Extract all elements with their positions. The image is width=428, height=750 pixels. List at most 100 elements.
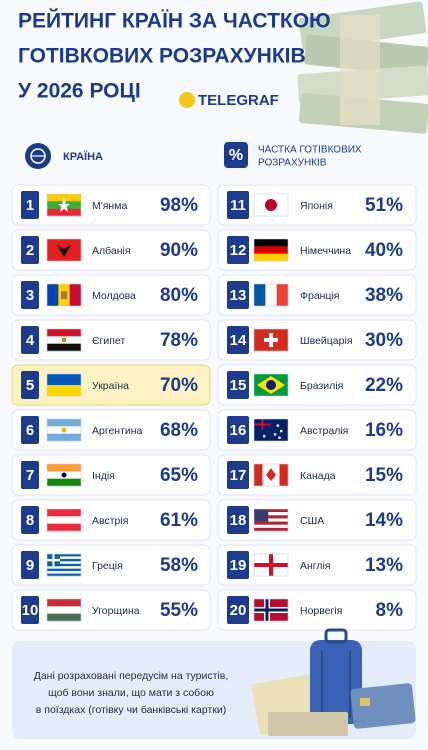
flag-part bbox=[47, 558, 81, 562]
flag-part bbox=[254, 521, 288, 525]
flag-part bbox=[47, 566, 81, 569]
percent-icon-glyph: % bbox=[229, 147, 243, 164]
flag-part bbox=[58, 197, 70, 212]
percent-icon bbox=[224, 142, 248, 168]
country-name: Швейцарія bbox=[300, 335, 353, 347]
rank: 19 bbox=[230, 557, 247, 574]
country-name: Україна bbox=[92, 380, 129, 392]
flag-border bbox=[46, 508, 82, 532]
ranking-row: 19 Англія 13% bbox=[217, 544, 417, 586]
flag-part bbox=[265, 199, 277, 211]
flag-part bbox=[261, 419, 264, 430]
ranking-row: 9 Греція 58% bbox=[11, 544, 211, 586]
rank: 4 bbox=[26, 332, 35, 349]
flag bbox=[47, 599, 81, 622]
rank: 1 bbox=[26, 197, 34, 214]
ranking-row: 13 Франція 38% bbox=[217, 274, 417, 316]
rank: 5 bbox=[26, 377, 34, 394]
flag bbox=[254, 554, 288, 576]
flag-part bbox=[61, 291, 67, 299]
country-name: Франція bbox=[300, 290, 340, 302]
travel-illustration bbox=[251, 628, 416, 736]
flag bbox=[47, 374, 81, 397]
flag-part bbox=[61, 472, 67, 478]
brand: TELEGRAF bbox=[198, 92, 279, 109]
ranking-row: 10 Угорщина 55% bbox=[11, 589, 211, 631]
flag-part bbox=[254, 512, 288, 516]
flag bbox=[47, 329, 81, 352]
flag-part bbox=[254, 246, 288, 254]
flag bbox=[254, 374, 288, 396]
rank-box bbox=[227, 416, 249, 444]
rank: 3 bbox=[26, 287, 34, 304]
country-name: США bbox=[300, 515, 324, 527]
cash-share: 30% bbox=[365, 330, 403, 351]
ranking-rows: 1 М'янма 98%2 Албанія 90%3 Молдова 80%4 Єгипет 7… bbox=[11, 184, 417, 631]
cash-share: 78% bbox=[160, 330, 198, 351]
flag-border bbox=[46, 553, 82, 577]
flag-part bbox=[254, 239, 288, 247]
flag-part bbox=[254, 515, 288, 519]
flag-part bbox=[47, 208, 81, 217]
flag bbox=[47, 464, 81, 487]
country-name: Канада bbox=[300, 470, 336, 482]
cash-share: 55% bbox=[160, 600, 198, 621]
flag-part bbox=[47, 284, 59, 306]
flag bbox=[254, 419, 288, 441]
flag-border bbox=[46, 328, 82, 352]
country-name: Німеччина bbox=[300, 245, 351, 257]
country-name: Єгипет bbox=[92, 335, 125, 347]
ranking-row: 6 Аргентина 68% bbox=[11, 409, 211, 451]
flag-border bbox=[253, 193, 289, 217]
rank: 9 bbox=[26, 557, 34, 574]
flag bbox=[47, 509, 81, 532]
ranking-row: 12 Німеччина 40% bbox=[217, 229, 417, 271]
rank: 14 bbox=[230, 332, 247, 349]
cash-share: 98% bbox=[160, 195, 198, 216]
flag-border bbox=[253, 463, 289, 487]
country-name: Угорщина bbox=[92, 605, 140, 617]
rank: 7 bbox=[26, 467, 34, 484]
rank-box bbox=[21, 236, 39, 264]
title-line: РЕЙТИНГ КРАЇН ЗА ЧАСТКОЮ bbox=[18, 9, 331, 33]
flag bbox=[47, 419, 81, 442]
rank-box bbox=[227, 326, 249, 354]
flag-part bbox=[254, 509, 288, 513]
flag-part bbox=[254, 608, 288, 612]
flag-part bbox=[254, 284, 266, 306]
cash-share: 68% bbox=[160, 420, 198, 441]
cash-share: 61% bbox=[160, 510, 198, 531]
flag-part bbox=[69, 284, 82, 306]
flag-border bbox=[253, 553, 289, 577]
cash-share: 22% bbox=[365, 375, 403, 396]
footer-note: в поїздках (готівку чи банківські картки… bbox=[36, 704, 226, 716]
title-line: У 2026 РОЦІ bbox=[18, 80, 141, 103]
rank-box bbox=[227, 236, 249, 264]
rank-box bbox=[21, 191, 39, 219]
flag bbox=[47, 239, 81, 261]
ranking-row: 17 Канада 15% bbox=[217, 454, 417, 496]
flag-part bbox=[57, 245, 71, 257]
flag bbox=[254, 509, 288, 532]
rank: 20 bbox=[230, 602, 247, 619]
flag-part bbox=[47, 509, 81, 517]
flag-part bbox=[279, 464, 289, 486]
cash-share: 40% bbox=[365, 240, 403, 261]
rank: 17 bbox=[230, 467, 247, 484]
ranking-row: 4 Єгипет 78% bbox=[11, 319, 211, 361]
flag-border bbox=[253, 508, 289, 532]
country-name: Індія bbox=[92, 470, 115, 482]
flag-part bbox=[254, 253, 288, 262]
country-name: Японія bbox=[300, 200, 333, 212]
rank-box bbox=[21, 326, 39, 354]
cash-share: 80% bbox=[160, 285, 198, 306]
flag-part bbox=[47, 464, 81, 472]
rank-box bbox=[227, 596, 249, 624]
rank: 8 bbox=[26, 512, 34, 529]
flag-part bbox=[47, 571, 81, 574]
rank-box bbox=[21, 371, 39, 399]
ranking-row: 3 Молдова 80% bbox=[11, 274, 211, 316]
flag-part bbox=[254, 509, 269, 522]
flag-part bbox=[254, 563, 288, 567]
ranking-row: 1 М'янма 98% bbox=[11, 184, 211, 226]
